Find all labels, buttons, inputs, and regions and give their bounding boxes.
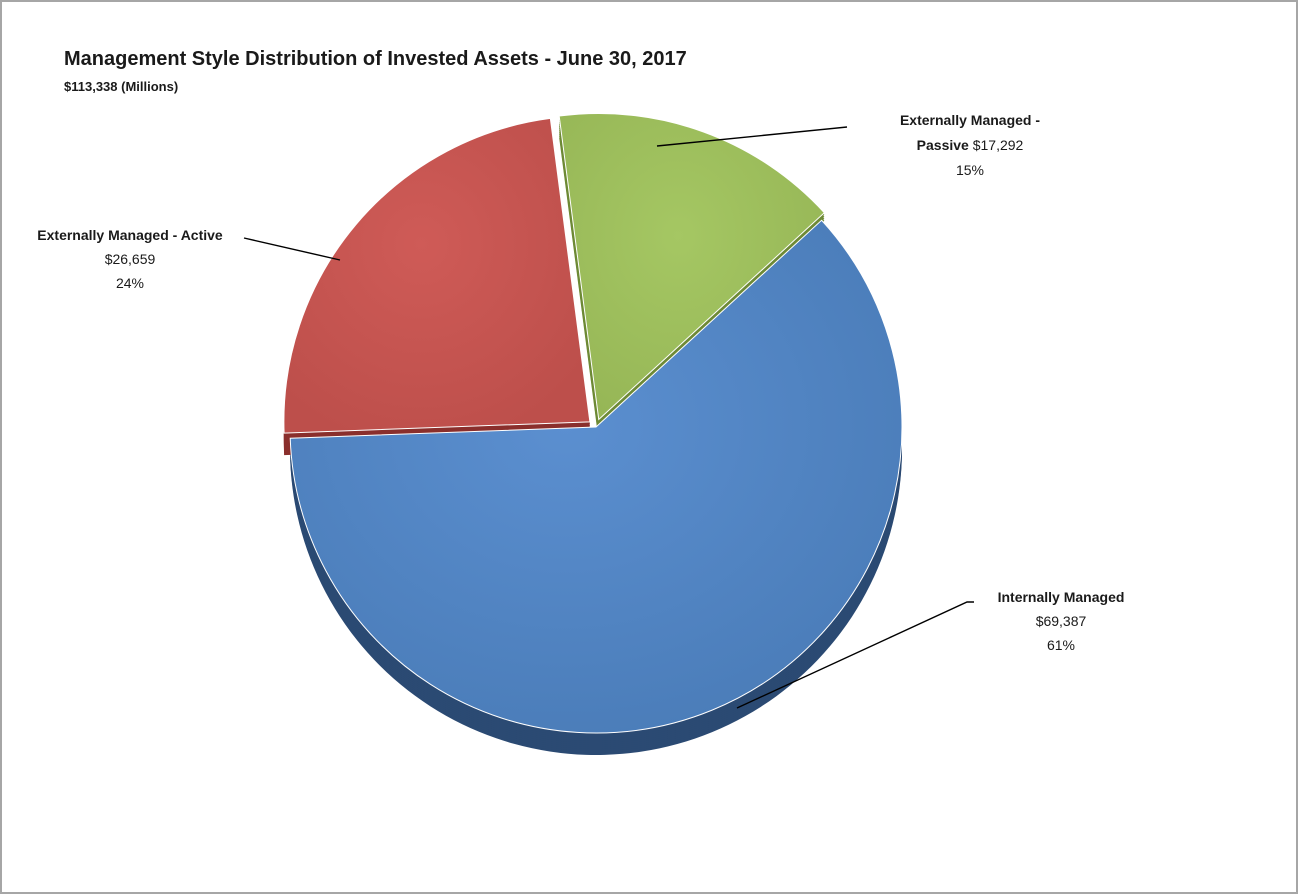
slice-label-passive-name-line1: Externally Managed - [900,112,1040,128]
leader-line-passive [656,126,848,147]
slice-label-active-percent: 24% [116,275,144,291]
slice-label-active: Externally Managed - Active $26,659 24% [37,227,223,291]
slice-label-passive: Externally Managed - Passive $17,292 15% [900,112,1040,178]
leader-line-active [243,237,341,261]
slice-active [283,117,591,434]
leader-line-internal [736,601,974,709]
slice-label-active-value: $26,659 [105,251,156,267]
slice-label-passive-value: $17,292 [973,137,1024,153]
chart-subtitle: $113,338 (Millions) [64,79,179,94]
slice-label-internal-value: $69,387 [1036,613,1087,629]
slice-label-passive-percent: 15% [956,162,984,178]
slice-label-passive-name-line2: Passive [917,137,969,153]
slice-label-active-name: Externally Managed - Active [37,227,223,243]
slice-label-internal-name: Internally Managed [998,589,1125,605]
slice-label-internal-percent: 61% [1047,637,1075,653]
chart-title: Management Style Distribution of Investe… [64,48,687,70]
slice-label-passive-name-value: Passive $17,292 [917,137,1024,153]
slice-internal [289,219,903,734]
slice-label-internal: Internally Managed $69,387 61% [998,589,1125,653]
slice-passive [558,112,826,421]
